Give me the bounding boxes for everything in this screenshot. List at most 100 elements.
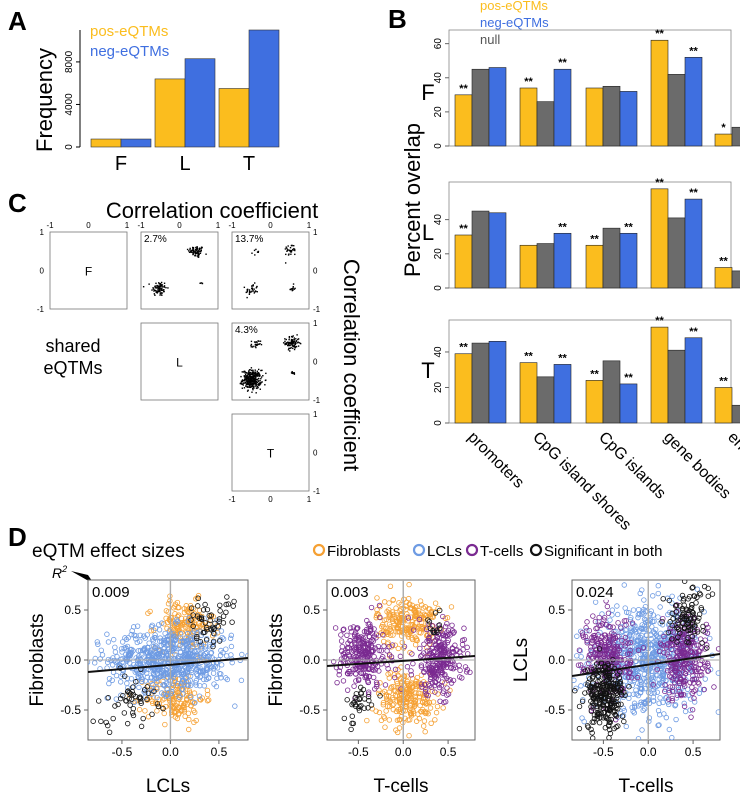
c-point	[154, 287, 156, 289]
d-point	[660, 699, 666, 706]
d-point	[411, 699, 417, 706]
d-point	[186, 609, 192, 615]
c-point	[257, 386, 259, 389]
c-point	[284, 340, 286, 343]
b-bar-neg	[684, 337, 703, 424]
d-point	[174, 715, 181, 722]
d-legend-tcell: T-cells	[480, 543, 523, 560]
c-point	[153, 293, 156, 295]
b-sig-pos: **	[719, 255, 728, 267]
d-point	[676, 646, 682, 653]
d-point	[459, 637, 466, 644]
d-point	[574, 653, 580, 659]
d-point	[582, 690, 588, 696]
c-point	[255, 385, 257, 387]
d-point	[190, 605, 197, 612]
c-offdiag-cell	[140, 231, 219, 310]
c-point	[255, 248, 257, 251]
c-point	[249, 380, 252, 383]
b-bar-null	[731, 126, 740, 147]
d-point	[220, 620, 227, 626]
d-point	[462, 664, 469, 670]
c-point	[291, 336, 294, 338]
d-point	[615, 672, 621, 678]
d-point	[204, 687, 211, 694]
c-point	[254, 375, 256, 377]
d-point	[432, 610, 439, 616]
d-point	[388, 654, 395, 660]
d-point	[654, 672, 660, 678]
d-point	[687, 649, 694, 655]
d-point	[197, 682, 203, 689]
c-point	[254, 382, 256, 385]
d-point	[464, 644, 470, 651]
b-bar-pos	[714, 387, 733, 424]
c-point	[290, 249, 293, 252]
d-point	[450, 630, 457, 636]
c-point	[256, 374, 258, 377]
d-point	[607, 624, 613, 630]
c-point	[286, 247, 288, 250]
c-point	[255, 344, 258, 347]
d-point	[445, 627, 452, 634]
d-point	[176, 671, 182, 678]
d-point	[133, 633, 139, 639]
c-point	[194, 252, 197, 254]
d-point	[194, 635, 200, 642]
c-point	[292, 343, 294, 345]
d-point	[613, 705, 619, 711]
d-point	[589, 675, 596, 681]
d-point	[144, 644, 151, 651]
d-point	[611, 631, 617, 638]
d-point	[655, 583, 661, 589]
d-point	[213, 683, 220, 690]
c-point	[194, 251, 196, 253]
c-point	[293, 373, 296, 375]
d-point	[608, 716, 614, 723]
d-point	[420, 625, 426, 631]
d-point	[660, 596, 666, 602]
d-point	[211, 630, 217, 637]
d-point	[589, 730, 595, 736]
b-row-label: F	[421, 80, 434, 105]
d-point	[682, 708, 689, 715]
d-point	[681, 580, 688, 584]
d-point	[383, 616, 389, 623]
d-point	[619, 692, 625, 698]
c-point	[200, 250, 202, 253]
d-point	[413, 620, 419, 626]
d-point	[585, 682, 591, 688]
d-point	[378, 717, 385, 724]
d-point	[440, 613, 446, 620]
c-side-label-1: shared	[45, 336, 100, 356]
c-point	[249, 379, 251, 381]
b-sig-pos: **	[524, 76, 533, 88]
b-bar-pos	[650, 188, 669, 289]
d-point	[204, 606, 211, 613]
d-point	[576, 647, 583, 653]
d-ylabel: Fibroblasts	[266, 614, 287, 707]
d-point	[626, 670, 632, 677]
d-point	[204, 698, 211, 704]
d-point	[154, 694, 160, 701]
d-point	[204, 667, 211, 673]
d-point	[591, 685, 598, 691]
d-point	[621, 718, 627, 725]
a-bar-neg	[120, 138, 152, 148]
d-point	[212, 620, 218, 627]
b-y-tick-label: 40	[433, 346, 444, 358]
d-point	[666, 701, 672, 708]
c-point	[259, 388, 261, 390]
b-sig-neg: **	[558, 57, 567, 69]
c-point	[250, 385, 252, 387]
d-point	[129, 646, 135, 653]
d-point	[137, 638, 143, 644]
d-point	[635, 612, 642, 618]
d-point	[390, 702, 396, 708]
b-bar-pos	[454, 234, 473, 289]
d-point	[450, 665, 456, 672]
b-sig-neg: **	[624, 372, 633, 384]
d-point	[218, 662, 225, 668]
c-point	[254, 254, 256, 256]
